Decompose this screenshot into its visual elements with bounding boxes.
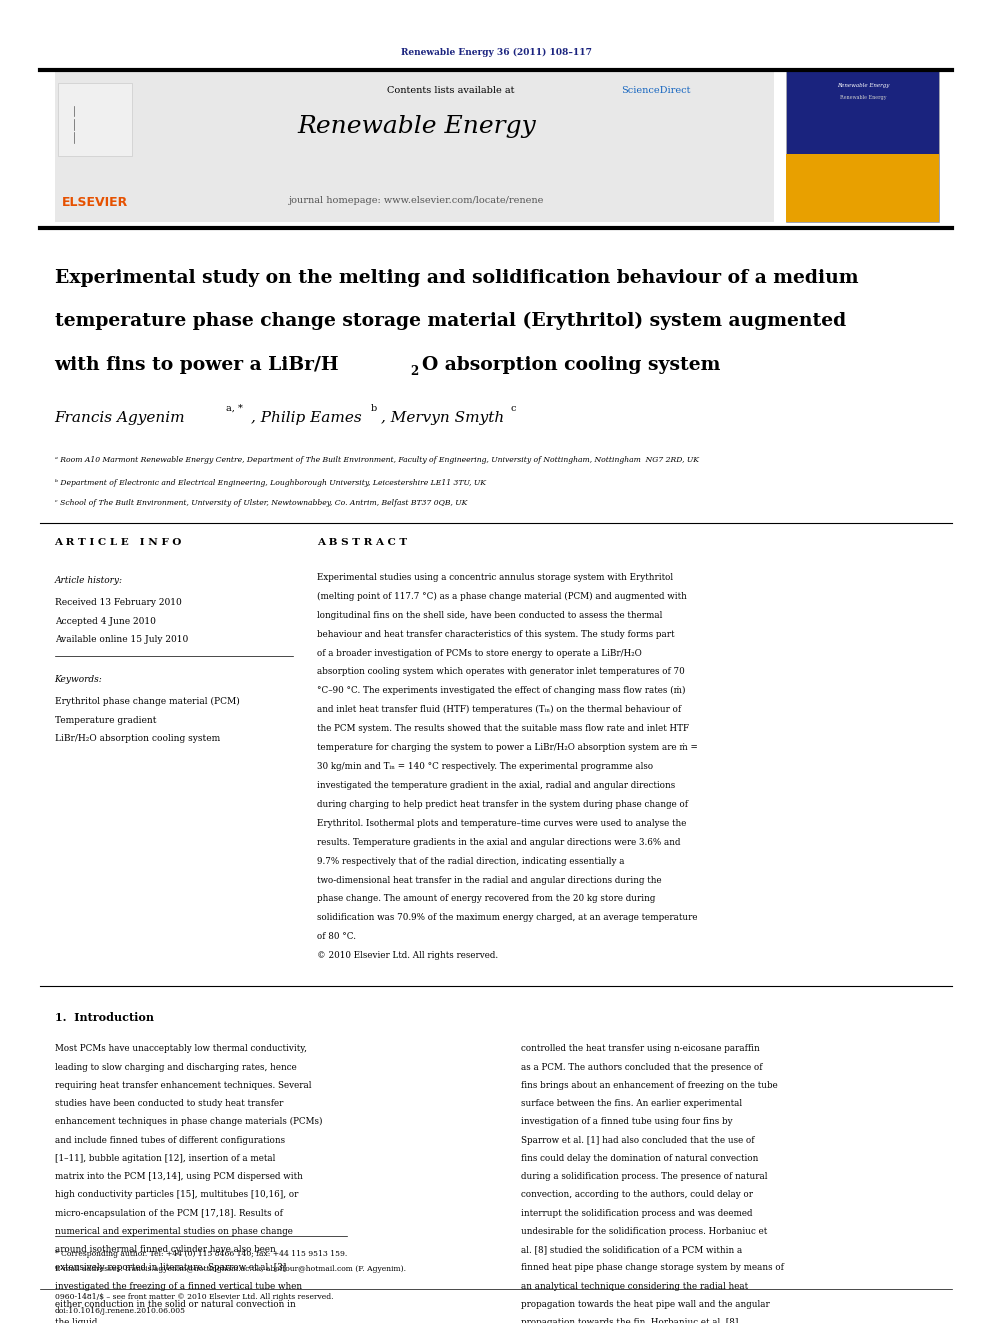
Text: high conductivity particles [15], multitubes [10,16], or: high conductivity particles [15], multit… [55,1191,298,1200]
Text: investigated the temperature gradient in the axial, radial and angular direction: investigated the temperature gradient in… [317,781,676,790]
Text: Renewable Energy: Renewable Energy [837,83,889,89]
Text: studies have been conducted to study heat transfer: studies have been conducted to study hea… [55,1099,283,1109]
Text: Received 13 February 2010: Received 13 February 2010 [55,598,182,607]
Text: Experimental studies using a concentric annulus storage system with Erythritol: Experimental studies using a concentric … [317,573,674,582]
Text: two-dimensional heat transfer in the radial and angular directions during the: two-dimensional heat transfer in the rad… [317,876,662,885]
Text: 9.7% respectively that of the radial direction, indicating essentially a: 9.7% respectively that of the radial dir… [317,857,625,865]
Text: around isothermal finned cylinder have also been: around isothermal finned cylinder have a… [55,1245,276,1254]
Text: results. Temperature gradients in the axial and angular directions were 3.6% and: results. Temperature gradients in the ax… [317,837,681,847]
Text: , Philip Eames: , Philip Eames [251,411,362,426]
Text: controlled the heat transfer using n-eicosane paraffin: controlled the heat transfer using n-eic… [521,1044,760,1053]
Text: and inlet heat transfer fluid (HTF) temperatures (Tᵢₙ) on the thermal behaviour : and inlet heat transfer fluid (HTF) temp… [317,705,682,714]
Text: fins could delay the domination of natural convection: fins could delay the domination of natur… [521,1154,758,1163]
Text: journal homepage: www.elsevier.com/locate/renene: journal homepage: www.elsevier.com/locat… [289,196,545,205]
Text: Available online 15 July 2010: Available online 15 July 2010 [55,635,187,644]
Text: , Mervyn Smyth: , Mervyn Smyth [381,411,504,426]
Bar [55,70,774,222]
Text: during charging to help predict heat transfer in the system during phase change : during charging to help predict heat tra… [317,800,688,808]
Text: numerical and experimental studies on phase change: numerical and experimental studies on ph… [55,1226,293,1236]
Text: Keywords:: Keywords: [55,675,102,684]
Text: ᶜ School of The Built Environment, University of Ulster, Newtownabbey, Co. Antri: ᶜ School of The Built Environment, Unive… [55,499,467,507]
Text: °C–90 °C. The experiments investigated the effect of changing mass flow rates (ṁ: °C–90 °C. The experiments investigated t… [317,687,685,696]
Text: Erythritol. Isothermal plots and temperature–time curves were used to analyse th: Erythritol. Isothermal plots and tempera… [317,819,686,828]
Text: convection, according to the authors, could delay or: convection, according to the authors, co… [521,1191,753,1200]
Text: E-mail addresses: francis.agyenim@nottingham.ac.uk, aboffour@hotmail.com (F. Agy: E-mail addresses: francis.agyenim@nottin… [55,1265,406,1273]
Text: Francis Agyenim: Francis Agyenim [55,411,186,426]
Text: Sparrow et al. [1] had also concluded that the use of: Sparrow et al. [1] had also concluded th… [521,1135,754,1144]
Text: © 2010 Elsevier Ltd. All rights reserved.: © 2010 Elsevier Ltd. All rights reserved… [317,951,499,960]
Text: temperature phase change storage material (Erythritol) system augmented: temperature phase change storage materia… [55,312,846,331]
Text: phase change. The amount of energy recovered from the 20 kg store during: phase change. The amount of energy recov… [317,894,656,904]
Text: [1–11], bubble agitation [12], insertion of a metal: [1–11], bubble agitation [12], insertion… [55,1154,275,1163]
Text: leading to slow charging and discharging rates, hence: leading to slow charging and discharging… [55,1062,297,1072]
Text: A R T I C L E   I N F O: A R T I C L E I N F O [55,538,182,548]
Text: 0960-1481/$ – see front matter © 2010 Elsevier Ltd. All rights reserved.: 0960-1481/$ – see front matter © 2010 El… [55,1293,333,1301]
Text: 30 kg/min and Tᵢₙ = 140 °C respectively. The experimental programme also: 30 kg/min and Tᵢₙ = 140 °C respectively.… [317,762,654,771]
Text: (melting point of 117.7 °C) as a phase change material (PCM) and augmented with: (melting point of 117.7 °C) as a phase c… [317,591,687,601]
Text: Temperature gradient: Temperature gradient [55,716,156,725]
Text: ᵃ Room A10 Marmont Renewable Energy Centre, Department of The Built Environment,: ᵃ Room A10 Marmont Renewable Energy Cent… [55,456,698,464]
Text: and include finned tubes of different configurations: and include finned tubes of different co… [55,1135,285,1144]
Bar [786,153,939,222]
Text: Accepted 4 June 2010: Accepted 4 June 2010 [55,617,156,626]
Text: temperature for charging the system to power a LiBr/H₂O absorption system are ṁ : temperature for charging the system to p… [317,744,698,753]
Text: Experimental study on the melting and solidification behaviour of a medium: Experimental study on the melting and so… [55,269,858,287]
Text: micro-encapsulation of the PCM [17,18]. Results of: micro-encapsulation of the PCM [17,18]. … [55,1209,283,1217]
Text: an analytical technique considering the radial heat: an analytical technique considering the … [521,1282,748,1291]
Text: behaviour and heat transfer characteristics of this system. The study forms part: behaviour and heat transfer characterist… [317,630,675,639]
Text: as a PCM. The authors concluded that the presence of: as a PCM. The authors concluded that the… [521,1062,762,1072]
Text: al. [8] studied the solidification of a PCM within a: al. [8] studied the solidification of a … [521,1245,742,1254]
Text: solidification was 70.9% of the maximum energy charged, at an average temperatur: solidification was 70.9% of the maximum … [317,913,698,922]
Text: Most PCMs have unacceptably low thermal conductivity,: Most PCMs have unacceptably low thermal … [55,1044,307,1053]
Text: ELSEVIER: ELSEVIER [62,196,128,209]
Text: Contents lists available at: Contents lists available at [387,86,518,95]
Text: extensively reported in literature. Sparrow et al. [3]: extensively reported in literature. Spar… [55,1263,286,1273]
Text: the liquid: the liquid [55,1318,97,1323]
Text: c: c [511,404,517,413]
Text: doi:10.1016/j.renene.2010.06.005: doi:10.1016/j.renene.2010.06.005 [55,1307,186,1315]
Text: absorption cooling system which operates with generator inlet temperatures of 70: absorption cooling system which operates… [317,667,685,676]
Text: ScienceDirect: ScienceDirect [621,86,690,95]
Text: a, *: a, * [226,404,243,413]
Text: of 80 °C.: of 80 °C. [317,933,356,942]
Text: during a solidification process. The presence of natural: during a solidification process. The pre… [521,1172,767,1181]
Text: the PCM system. The results showed that the suitable mass flow rate and inlet HT: the PCM system. The results showed that … [317,724,689,733]
Text: 2: 2 [411,365,419,378]
Text: fins brings about an enhancement of freezing on the tube: fins brings about an enhancement of free… [521,1081,778,1090]
Text: b: b [371,404,377,413]
Text: with fins to power a LiBr/H: with fins to power a LiBr/H [55,356,339,374]
Text: Renewable Energy: Renewable Energy [840,95,886,101]
Text: requiring heat transfer enhancement techniques. Several: requiring heat transfer enhancement tech… [55,1081,311,1090]
Text: undesirable for the solidification process. Horbaniuc et: undesirable for the solidification proce… [521,1226,767,1236]
Text: ᵇ Department of Electronic and Electrical Engineering, Loughborough University, : ᵇ Department of Electronic and Electrica… [55,479,485,487]
Text: investigated the freezing of a finned vertical tube when: investigated the freezing of a finned ve… [55,1282,302,1291]
Text: * Corresponding author. Tel: +44 (0) 115 8466 140; fax: +44 115 9513 159.: * Corresponding author. Tel: +44 (0) 115… [55,1250,347,1258]
Text: Renewable Energy 36 (2011) 108–117: Renewable Energy 36 (2011) 108–117 [401,48,591,57]
Text: A B S T R A C T: A B S T R A C T [317,538,408,548]
Bar [786,70,939,222]
Text: of a broader investigation of PCMs to store energy to operate a LiBr/H₂O: of a broader investigation of PCMs to st… [317,648,642,658]
Text: surface between the fins. An earlier experimental: surface between the fins. An earlier exp… [521,1099,742,1109]
Text: interrupt the solidification process and was deemed: interrupt the solidification process and… [521,1209,752,1217]
Bar [58,83,132,156]
Text: investigation of a finned tube using four fins by: investigation of a finned tube using fou… [521,1118,732,1126]
Text: Erythritol phase change material (PCM): Erythritol phase change material (PCM) [55,697,239,706]
Text: Renewable Energy: Renewable Energy [298,115,536,138]
Text: Article history:: Article history: [55,576,123,585]
Text: 1.  Introduction: 1. Introduction [55,1012,154,1024]
Text: LiBr/H₂O absorption cooling system: LiBr/H₂O absorption cooling system [55,734,220,744]
Text: O absorption cooling system: O absorption cooling system [422,356,720,374]
Text: longitudinal fins on the shell side, have been conducted to assess the thermal: longitudinal fins on the shell side, hav… [317,611,663,619]
Text: enhancement techniques in phase change materials (PCMs): enhancement techniques in phase change m… [55,1118,322,1126]
Text: either conduction in the solid or natural convection in: either conduction in the solid or natura… [55,1301,296,1308]
Text: finned heat pipe phase change storage system by means of: finned heat pipe phase change storage sy… [521,1263,784,1273]
Text: propagation towards the heat pipe wall and the angular: propagation towards the heat pipe wall a… [521,1301,770,1308]
Text: propagation towards the fin. Horbaniuc et al. [8]: propagation towards the fin. Horbaniuc e… [521,1318,738,1323]
Text: matrix into the PCM [13,14], using PCM dispersed with: matrix into the PCM [13,14], using PCM d… [55,1172,303,1181]
